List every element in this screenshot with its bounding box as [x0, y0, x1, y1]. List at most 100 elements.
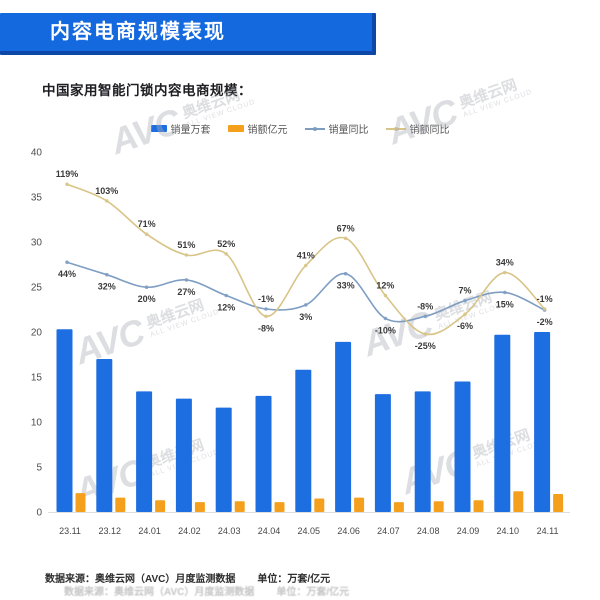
x-axis-label: 24.11	[537, 526, 559, 536]
chart-title: 中国家用智能门锁内容电商规模：	[42, 83, 252, 98]
marker-value-yoy	[463, 312, 467, 317]
marker-volume-yoy	[184, 278, 189, 282]
legend: 销量万套 销额亿元 销量同比 销额同比	[0, 121, 600, 136]
data-label-volume-yoy: 7%	[458, 286, 471, 296]
bar-sales-value	[155, 500, 166, 512]
y-axis-tick: 25	[31, 283, 43, 294]
bar-sales-volume	[96, 359, 113, 512]
data-source-note: 数据来源：奥维云网（AVC）月度监测数据	[45, 574, 236, 585]
data-label-value-yoy: 67%	[337, 223, 355, 233]
x-axis-label: 24.01	[138, 526, 161, 536]
bar-sales-value	[115, 497, 126, 512]
y-axis-tick: 0	[36, 508, 42, 519]
data-label-volume-yoy: 33%	[337, 281, 355, 291]
section-header-banner: 内容电商规模表现	[0, 13, 376, 55]
data-label-volume-yoy: 32%	[98, 282, 116, 292]
bar-sales-value	[433, 501, 444, 512]
x-axis-label: 24.09	[457, 526, 480, 536]
bar-sales-volume	[335, 341, 352, 512]
bar-sales-value	[553, 494, 564, 512]
marker-volume-yoy	[503, 290, 507, 295]
bar-sales-volume	[295, 369, 312, 512]
legend-bar-swatch	[227, 125, 244, 132]
bar-sales-value	[234, 501, 245, 512]
marker-volume-yoy	[383, 316, 388, 321]
y-axis-tick: 5	[36, 463, 42, 474]
marker-volume-yoy	[304, 303, 308, 307]
data-label-value-yoy: -1%	[537, 294, 553, 304]
legend-label: 销量万套	[170, 125, 211, 136]
marker-value-yoy	[144, 232, 149, 236]
legend-item-sales-volume: 销量万套	[150, 121, 211, 136]
data-label-value-yoy: 71%	[138, 219, 156, 229]
marker-volume-yoy	[264, 307, 268, 311]
bar-sales-value	[274, 502, 285, 512]
data-label-value-yoy: -25%	[415, 341, 436, 351]
data-label-value-yoy: -6%	[457, 321, 473, 331]
bar-sales-value	[314, 498, 325, 512]
x-axis-label: 24.10	[497, 526, 520, 536]
bar-sales-volume	[255, 395, 272, 512]
marker-value-yoy	[65, 182, 69, 186]
marker-value-yoy	[184, 253, 189, 257]
unit-note: 单位：万套/亿元	[257, 574, 331, 585]
data-label-volume-yoy: -1%	[258, 294, 274, 304]
y-axis-tick: 40	[31, 148, 43, 159]
x-axis-label: 24.06	[337, 526, 360, 536]
data-label-value-yoy: 52%	[217, 239, 235, 249]
marker-value-yoy	[503, 270, 507, 275]
marker-volume-yoy	[343, 271, 348, 276]
data-label-volume-yoy: 20%	[138, 294, 156, 304]
marker-value-yoy	[304, 263, 308, 268]
bar-sales-value	[194, 502, 205, 512]
data-label-value-yoy: 119%	[56, 169, 79, 179]
data-label-value-yoy: 41%	[297, 250, 315, 260]
bar-sales-volume	[175, 398, 192, 512]
marker-volume-yoy	[105, 272, 109, 277]
x-axis-label: 23.11	[59, 526, 81, 536]
data-label-volume-yoy: -2%	[537, 317, 553, 327]
data-label-volume-yoy: 3%	[299, 312, 312, 322]
bar-sales-volume	[215, 407, 232, 512]
x-axis-label: 23.12	[99, 526, 122, 536]
data-label-volume-yoy: -8%	[417, 301, 433, 311]
legend-line-swatch	[304, 126, 325, 131]
legend-item-sales-value: 销额亿元	[227, 121, 288, 136]
y-axis-tick: 30	[31, 238, 43, 249]
marker-value-yoy	[542, 307, 547, 311]
x-axis-label: 24.07	[377, 526, 400, 536]
section-title: 内容电商规模表现	[50, 21, 226, 43]
legend-bar-swatch	[150, 125, 167, 132]
data-label-volume-yoy: 27%	[177, 287, 195, 297]
marker-value-yoy	[343, 236, 348, 241]
data-label-volume-yoy: 12%	[217, 303, 235, 313]
data-label-volume-yoy: 44%	[58, 269, 76, 279]
marker-value-yoy	[224, 252, 228, 256]
marker-volume-yoy	[144, 285, 149, 290]
marker-volume-yoy	[423, 314, 428, 319]
marker-value-yoy	[105, 199, 109, 203]
x-axis-label: 24.03	[218, 526, 241, 536]
marker-value-yoy	[264, 314, 268, 319]
y-axis-tick: 10	[31, 418, 43, 429]
data-label-value-yoy: 34%	[496, 258, 514, 268]
legend-label: 销量同比	[328, 125, 369, 136]
bar-sales-volume	[494, 334, 511, 512]
bar-sales-value	[473, 500, 484, 512]
legend-label: 销额同比	[409, 125, 450, 136]
data-label-volume-yoy: 15%	[496, 299, 514, 309]
bar-sales-value	[354, 497, 365, 512]
legend-label: 销额亿元	[247, 125, 288, 136]
data-label-value-yoy: 51%	[177, 240, 195, 250]
data-label-volume-yoy: -10%	[375, 325, 396, 335]
bar-sales-volume	[414, 391, 431, 512]
bar-sales-volume	[534, 332, 551, 512]
marker-volume-yoy	[224, 293, 228, 298]
data-label-value-yoy: 103%	[95, 186, 118, 196]
bar-sales-value	[513, 491, 524, 512]
bar-sales-volume	[374, 394, 391, 512]
y-axis-tick: 35	[31, 193, 43, 204]
data-label-value-yoy: 12%	[376, 281, 394, 291]
